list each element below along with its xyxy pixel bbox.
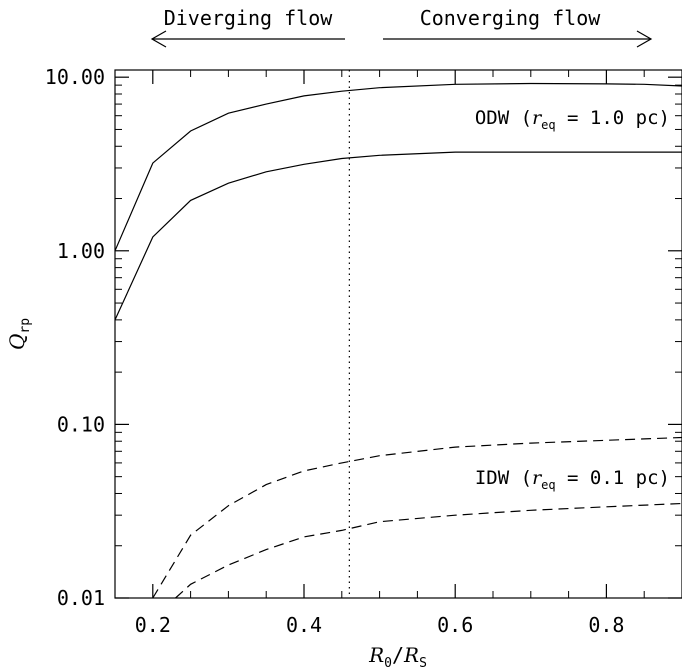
idw-curve-upper [152, 436, 682, 599]
odw-curve-lower [114, 151, 682, 321]
x-tick-label: 0.2 [135, 613, 171, 637]
idw-annotation: IDW (req = 0.1 pc) [475, 467, 670, 492]
plot-frame [114, 69, 682, 599]
y-axis-label: Qrp [5, 318, 33, 350]
y-tick-label: 0.01 [57, 586, 105, 610]
converging-arrow-head [636, 30, 653, 48]
diverging-arrow-head [150, 30, 167, 48]
y-tick-label: 10.00 [45, 65, 105, 89]
y-tick-label: 1.00 [57, 239, 105, 263]
x-tick-label: 0.8 [588, 613, 624, 637]
odw-curve-upper [114, 82, 682, 252]
odw-annotation: ODW (req = 1.0 pc) [475, 107, 670, 132]
y-tick-label: 0.10 [57, 412, 105, 436]
axis-ticks: 0.2 0.4 0.6 0.8 0.01 0.10 1.00 10.00 [45, 65, 682, 637]
x-tick-label: 0.6 [437, 613, 473, 637]
converging-flow-label: Converging flow [420, 6, 602, 30]
diverging-flow-label: Diverging flow [164, 6, 334, 30]
idw-curve-lower [175, 502, 682, 599]
flow-header: Diverging flow Converging flow [150, 6, 653, 48]
x-tick-label: 0.4 [286, 613, 322, 637]
series-group [114, 82, 682, 599]
x-axis-label: R0/RS [368, 643, 427, 671]
